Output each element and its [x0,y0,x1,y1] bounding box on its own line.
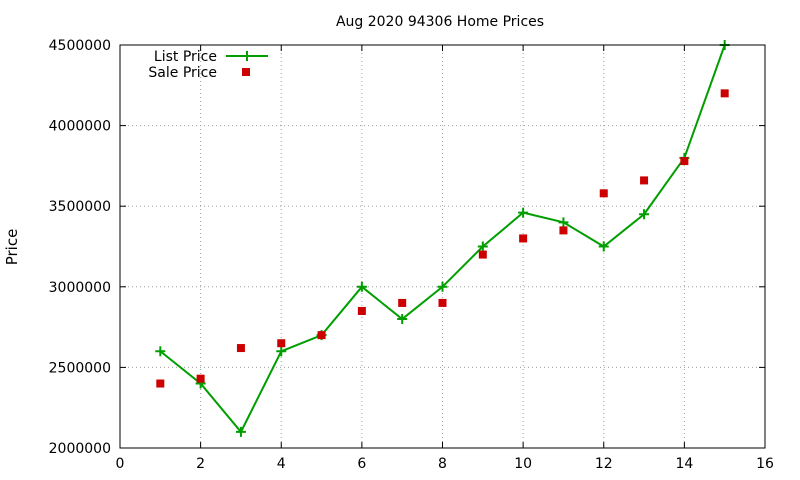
x-tick-label: 12 [595,456,613,472]
sale-price-point [599,189,608,198]
series-0 [155,40,730,437]
list-price-point [155,346,166,357]
sale-price-point [156,379,165,388]
list-price-point [437,281,448,292]
legend-swatch-marker [242,68,250,76]
sale-price-point [196,374,205,383]
sale-price-point [398,298,407,307]
x-tick-label: 6 [357,456,366,472]
sale-price-point [478,250,487,259]
x-tick-label: 2 [196,456,205,472]
list-price-point [558,217,569,228]
y-tick-label: 2000000 [49,441,111,457]
x-tick-label: 0 [116,456,125,472]
legend-swatch-marker [242,51,252,61]
sale-price-point [559,226,568,235]
chart-title: Aug 2020 94306 Home Prices [336,14,544,30]
sale-price-point [640,176,649,185]
y-tick-label: 3000000 [49,280,111,296]
x-tick-label: 8 [438,456,447,472]
grid [120,45,765,448]
plot-frame [119,44,766,449]
legend-label: List Price [154,49,217,65]
sale-price-point [317,331,326,340]
sale-price-point [720,89,729,98]
list-price-point [477,241,488,252]
y-tick-label: 4500000 [49,38,111,54]
x-tick-label: 4 [277,456,286,472]
sale-price-point [236,344,245,353]
axis-ticks: 0 2 4 6 8 10 12 14 16 2000000 2500000 3000000 350000… [49,38,774,472]
list-price-point [598,241,609,252]
list-price-point [639,209,650,220]
sale-price-point [680,157,689,166]
list-price-point [276,346,287,357]
list-price-point [235,426,246,437]
legend-label: Sale Price [148,65,217,81]
x-tick-label: 14 [675,456,693,472]
series-1 [156,89,729,388]
list-price-point [356,281,367,292]
sale-price-point [519,234,528,243]
sale-price-point [277,339,286,348]
y-tick-label: 2500000 [49,360,111,376]
y-tick-label: 4000000 [49,119,111,135]
sale-price-point [357,306,366,315]
plot-series [155,40,730,437]
y-axis-label: Price [3,229,21,266]
x-tick-label: 10 [514,456,532,472]
x-tick-label: 16 [756,456,774,472]
list-price-point [397,314,408,325]
y-tick-label: 3500000 [49,199,111,215]
list-price-point [518,207,529,218]
sale-price-point [438,298,447,307]
